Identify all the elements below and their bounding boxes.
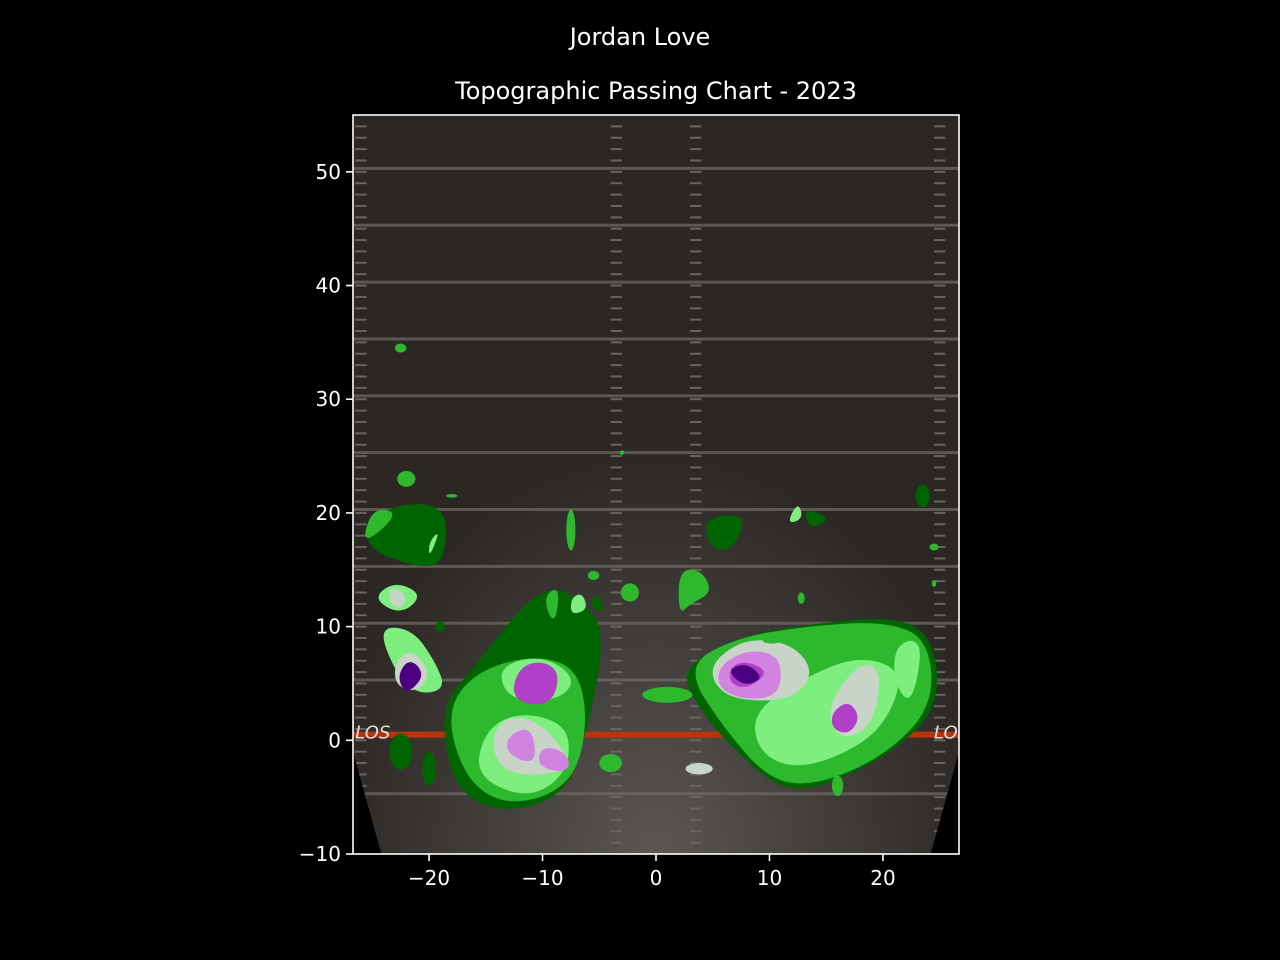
los-label-left: LOS — [355, 723, 390, 744]
x-tick-label: 10 — [757, 866, 782, 890]
field-vignette-left — [353, 751, 382, 854]
density-region — [546, 590, 559, 619]
density-region — [894, 640, 920, 699]
density-blobs — [389, 343, 939, 797]
x-tick-label: −20 — [408, 866, 450, 890]
y-tick-label: 20 — [316, 501, 341, 525]
y-tick-label: 0 — [328, 728, 341, 752]
y-tick-label: 50 — [316, 160, 341, 184]
density-blob — [587, 570, 600, 581]
density-region — [513, 662, 558, 705]
chart-subtitle: Topographic Passing Chart - 2023 — [454, 77, 857, 105]
plot-area: LOS LOS — [353, 115, 969, 854]
density-region — [731, 665, 760, 684]
density-blob — [394, 343, 407, 353]
y-tick-label: 40 — [316, 274, 341, 298]
x-tick-label: −10 — [521, 866, 563, 890]
density-region — [365, 509, 393, 538]
density-blob — [685, 763, 713, 775]
yard-lines — [353, 166, 959, 796]
los-label-right: LOS — [934, 723, 969, 744]
density-blob — [422, 751, 436, 786]
density-region — [389, 588, 405, 608]
density-blob — [446, 494, 458, 498]
density-region — [591, 596, 603, 612]
y-tick-label: 30 — [316, 387, 341, 411]
density-region — [538, 748, 569, 771]
density-region — [570, 594, 586, 614]
density-region — [705, 515, 743, 551]
density-region — [831, 703, 858, 733]
y-tick-label: −10 — [299, 842, 341, 866]
density-blob — [915, 484, 930, 508]
density-blob — [397, 470, 416, 487]
density-region — [399, 662, 422, 691]
density-blob — [389, 733, 413, 770]
y-tick-label: 10 — [316, 615, 341, 639]
density-blob — [831, 775, 844, 797]
density-blob — [929, 543, 939, 551]
density-regions — [365, 504, 938, 809]
density-region — [507, 729, 535, 762]
density-region — [429, 534, 438, 554]
density-blob — [435, 620, 445, 633]
density-region — [805, 511, 826, 527]
density-blob — [619, 450, 625, 455]
density-blob — [931, 580, 937, 587]
density-blob — [797, 592, 805, 604]
density-blob — [620, 583, 639, 602]
x-tick-label: 20 — [870, 866, 895, 890]
y-axis: −10 0 10 20 30 40 50 — [299, 160, 353, 866]
x-tick-label: 0 — [650, 866, 663, 890]
density-blob — [762, 636, 781, 644]
density-blob — [566, 509, 576, 551]
density-blob — [642, 686, 693, 703]
x-axis: −20 −10 0 10 20 — [408, 854, 896, 890]
density-region — [789, 506, 802, 523]
density-region — [678, 569, 709, 611]
density-blob — [599, 753, 622, 773]
chart-title: Jordan Love — [568, 23, 711, 51]
field-vignette-right — [930, 751, 959, 854]
